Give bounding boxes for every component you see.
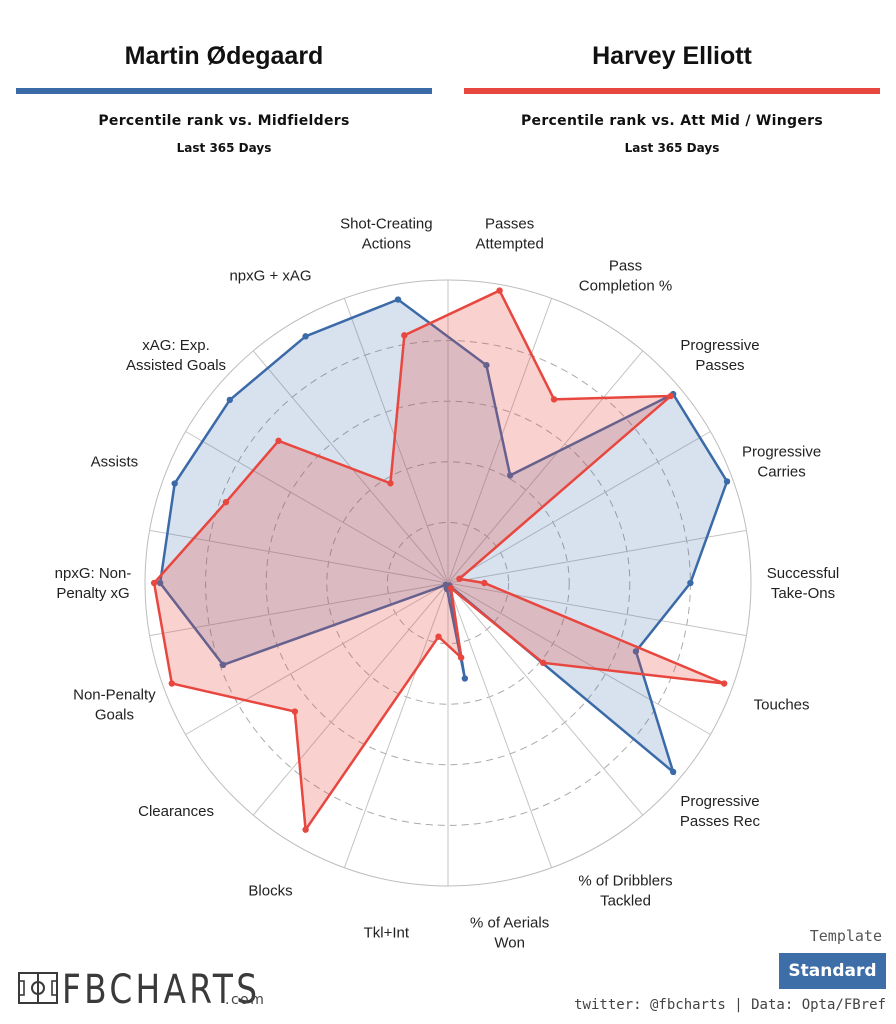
series-point-2 [302, 826, 309, 833]
series-point-2 [447, 585, 455, 592]
radar-spoke [447, 582, 747, 637]
player-left-bar [16, 88, 432, 94]
radar-spoke [447, 298, 553, 584]
series-point-1 [171, 480, 178, 487]
series-point-1 [632, 648, 640, 655]
category-label: Shot-Creating Actions [340, 215, 433, 252]
series-point-1 [669, 768, 677, 776]
category-label: Tkl+Int [364, 925, 410, 942]
player-right-subtitle: Percentile rank vs. Att Mid / Wingers [520, 113, 823, 129]
series-point-1 [219, 661, 227, 669]
series-point-1 [302, 333, 309, 340]
template-label: Template [809, 927, 882, 945]
radar-spoke [447, 582, 644, 816]
radar-spoke [185, 582, 449, 735]
category-label: Non-Penalty Goals [73, 686, 156, 723]
category-label: Passes Attempted [475, 215, 543, 252]
category-label: xAG: Exp. Assisted Goals [126, 337, 226, 374]
radar-series [150, 287, 731, 834]
category-label: Pass Completion % [579, 258, 672, 295]
template-button[interactable]: Standard [779, 953, 886, 989]
category-label: Progressive Passes Rec [680, 793, 761, 830]
category-label: Blocks [248, 882, 292, 899]
radar-spoke [149, 529, 449, 584]
series-point-2 [401, 332, 408, 339]
radar-spoke [252, 582, 449, 816]
player-left-name: Martin Ødegaard [124, 42, 324, 70]
series-point-1 [483, 361, 490, 369]
player-right-period: Last 365 Days [624, 141, 720, 155]
series-point-2 [457, 654, 465, 661]
category-label: Progressive Carries [742, 444, 821, 481]
radar-spoke [447, 582, 553, 868]
series-point-2 [387, 480, 394, 487]
category-label: Successful Take-Ons [767, 565, 840, 602]
series-point-1 [394, 296, 402, 303]
player-left-period: Last 365 Days [176, 141, 272, 155]
logo-text: FBCHARTS [62, 967, 261, 1013]
player-right-bar [464, 88, 880, 94]
radar-ring-1 [386, 521, 510, 645]
series-point-2 [720, 680, 728, 687]
data-credit: twitter: @fbcharts | Data: Opta/FBref [574, 997, 886, 1013]
category-label: Assists [91, 454, 139, 471]
series-point-1 [506, 472, 514, 479]
radar-spoke [447, 529, 747, 584]
series-point-2 [667, 392, 675, 400]
series-point-2 [222, 498, 230, 506]
series-point-2 [291, 708, 299, 715]
player-right-name: Harvey Elliott [592, 42, 752, 70]
pitch-logo-icon [18, 972, 58, 1004]
category-label: Touches [754, 696, 810, 713]
category-label: npxG: Non-Penalty xG [55, 565, 132, 602]
series-point-1 [156, 579, 164, 587]
radar-spoke [447, 350, 644, 584]
series-point-2 [481, 579, 488, 587]
series-point-2 [435, 633, 442, 640]
series-point-2 [275, 437, 282, 445]
series-point-1 [461, 675, 469, 682]
series-point-2 [168, 680, 176, 687]
series-point-1 [723, 478, 731, 485]
category-label: npxG + xAG [229, 268, 311, 285]
category-label: % of Aerials Won [470, 915, 549, 952]
radar-spoke [343, 582, 449, 868]
category-label: Clearances [138, 803, 214, 820]
radar-spoke [447, 431, 711, 584]
series-point-1 [442, 581, 449, 589]
series-point-2 [550, 396, 558, 403]
category-label: Progressive Passes [680, 337, 759, 374]
logo-suffix: .com [225, 992, 266, 1008]
radar-spoke [447, 582, 711, 735]
radar-spoke [185, 431, 449, 584]
series-point-2 [456, 575, 463, 583]
radar-spoke [343, 298, 449, 584]
series-point-1 [687, 579, 694, 587]
series-point-1 [226, 396, 234, 404]
category-label: % of Dribblers Tackled [578, 872, 672, 909]
player-left-subtitle: Percentile rank vs. Midfielders [98, 113, 350, 129]
radar-spoke [149, 582, 449, 637]
series-point-2 [496, 287, 503, 294]
radar-labels: Passes Attempted Pass Completion % Progressi… [55, 215, 840, 951]
series-point-2 [150, 579, 158, 587]
radar-grid [144, 279, 752, 887]
series-point-2 [539, 659, 547, 667]
